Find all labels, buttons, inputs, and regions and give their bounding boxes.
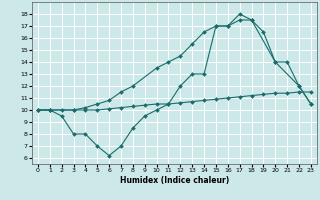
X-axis label: Humidex (Indice chaleur): Humidex (Indice chaleur) xyxy=(120,176,229,185)
